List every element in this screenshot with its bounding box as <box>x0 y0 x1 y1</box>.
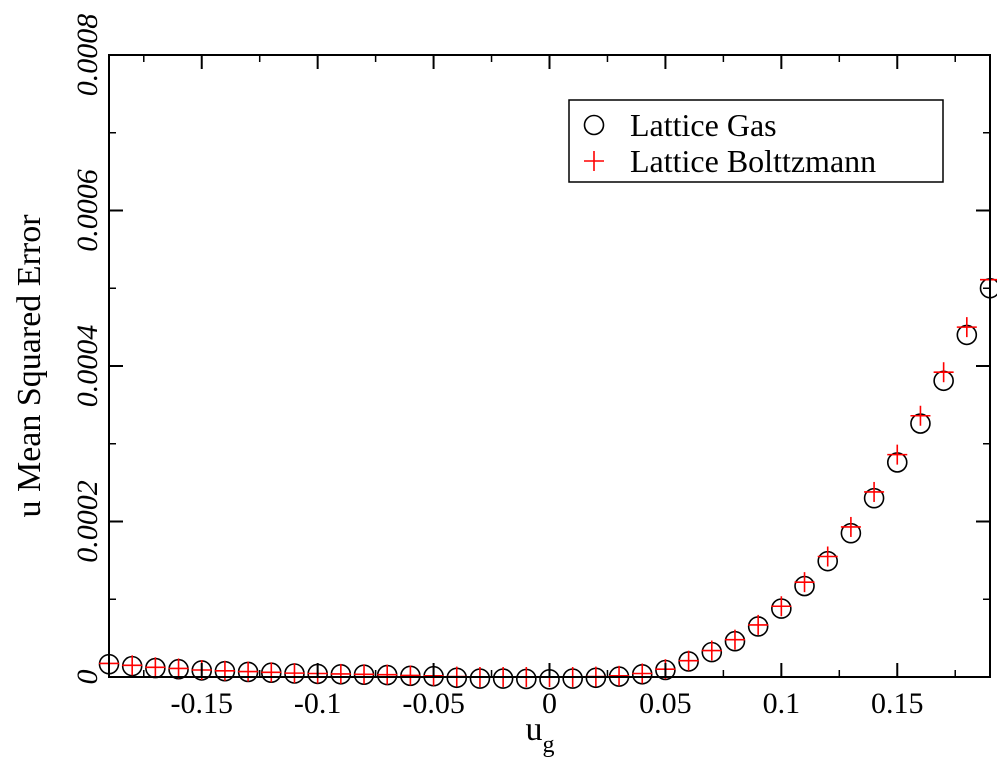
legend-marker <box>584 151 604 171</box>
x-axis-ticks: -0.15 -0.1 -0.05 0 0.05 0.1 0.15 <box>143 55 956 720</box>
plus-point <box>794 572 815 593</box>
legend-label: Lattice Gas <box>630 107 777 143</box>
plus-point <box>261 662 282 683</box>
plus-point <box>817 546 838 567</box>
x-axis-label-subscript: g <box>543 732 555 758</box>
plus-point <box>864 481 885 502</box>
legend-marker <box>583 114 605 136</box>
plus-point <box>377 664 398 685</box>
plus-point <box>956 317 977 338</box>
y-tick-label: 0.0004 <box>71 325 104 408</box>
plus-point <box>400 665 421 686</box>
plus-point <box>840 516 861 537</box>
series-lattice-gas <box>98 277 997 690</box>
x-axis-label-main: u <box>526 711 543 748</box>
plus-point <box>145 657 166 678</box>
x-tick-label: 0 <box>542 687 557 720</box>
x-axis-label: ug <box>526 711 555 758</box>
y-tick-label: 0.0002 <box>71 480 104 563</box>
plus-point <box>238 661 259 682</box>
plus-point <box>168 658 189 679</box>
y-tick-label: 0 <box>71 670 104 685</box>
plus-point <box>980 269 997 290</box>
plus-point <box>354 664 375 685</box>
x-tick-label: -0.15 <box>170 687 233 720</box>
plus-point <box>284 663 305 684</box>
y-tick-label: 0.0008 <box>71 14 104 97</box>
plus-point <box>771 596 792 617</box>
plus-point <box>609 665 630 686</box>
y-tick-label: 0.0006 <box>71 169 104 252</box>
x-tick-label: 0.05 <box>639 687 692 720</box>
legend-label: Lattice Bolttzmann <box>630 143 876 179</box>
y-axis-label: u Mean Squared Error <box>11 214 48 518</box>
plus-point <box>122 655 143 676</box>
plus-point <box>887 444 908 465</box>
y-axis-ticks: 0 0.0002 0.0004 0.0006 0.0008 <box>71 14 990 685</box>
legend-box <box>568 99 944 183</box>
x-tick-label: -0.05 <box>402 687 465 720</box>
plot-marks <box>98 269 997 690</box>
plus-point <box>678 650 699 671</box>
series-lattice-boltzmann <box>99 269 997 687</box>
plus-point <box>748 614 769 635</box>
plus-point <box>330 663 351 684</box>
x-tick-label: 0.15 <box>871 687 924 720</box>
plus-point <box>701 640 722 661</box>
plus-point <box>910 405 931 426</box>
x-tick-label: -0.1 <box>294 687 342 720</box>
plus-point <box>632 663 653 684</box>
plus-point <box>724 629 745 650</box>
plus-point <box>933 362 954 383</box>
x-tick-label: 0.1 <box>763 687 801 720</box>
